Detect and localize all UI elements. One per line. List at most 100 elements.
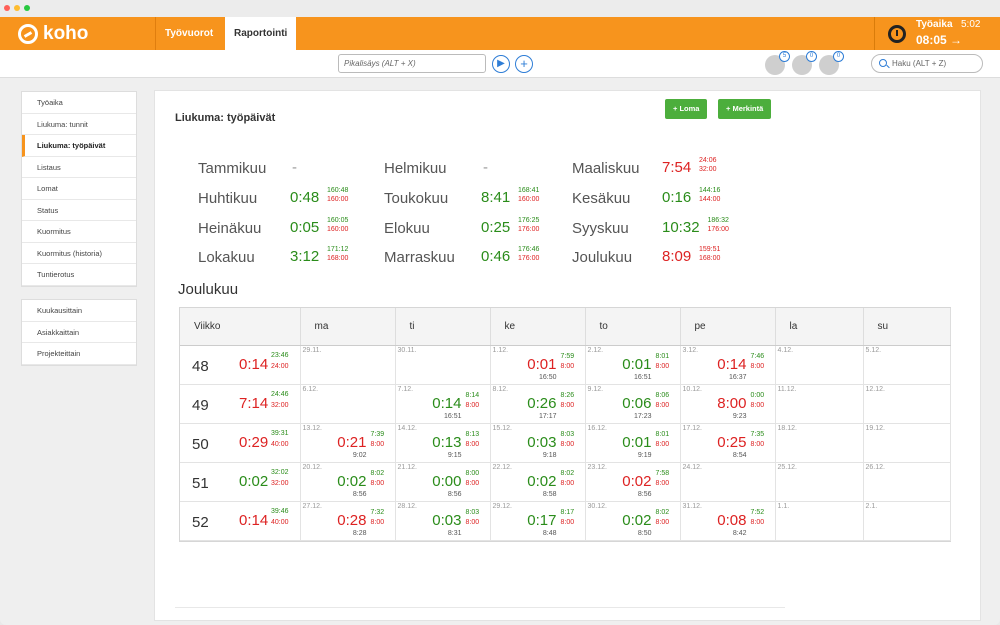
- day-cell[interactable]: 4.12.: [775, 345, 864, 385]
- sidebar-item[interactable]: Asiakkaittain: [22, 322, 136, 343]
- month-done-value: 160:48: [327, 187, 349, 194]
- day-cell[interactable]: 29.12. 0:17 8:17 8:00 8:48: [490, 501, 586, 541]
- month-name: Heinäkuu: [198, 220, 262, 237]
- week-number: 48: [192, 357, 209, 375]
- day-cell[interactable]: 9.12. 0:06 8:06 8:00 17:23: [585, 384, 681, 424]
- month-summary-item: Heinäkuu 0:05 160:05 160:00: [198, 217, 384, 241]
- day-cell[interactable]: 30.12. 0:02 8:02 8:00 8:50: [585, 501, 681, 541]
- play-icon[interactable]: ▶: [492, 55, 510, 73]
- tab-reports[interactable]: Raportointi: [225, 17, 297, 50]
- day-cell[interactable]: 27.12. 0:28 7:32 8:00 8:28: [300, 501, 396, 541]
- day-cell[interactable]: 2.12. 0:01 8:01 8:00 16:51: [585, 345, 681, 385]
- day-worked-value: 8:28: [352, 529, 367, 537]
- day-cell[interactable]: 21.12. 0:00 8:00 8:00 8:56: [395, 462, 491, 502]
- day-date: 30.12.: [587, 502, 607, 510]
- month-summary-item: Lokakuu 3:12 171:12 168:00: [198, 246, 384, 270]
- sidebar-item[interactable]: Liukuma: tunnit: [22, 114, 136, 135]
- day-cell[interactable]: 2.1.: [863, 501, 951, 541]
- day-cell[interactable]: 28.12. 0:03 8:03 8:00 8:31: [395, 501, 491, 541]
- minimize-window-icon[interactable]: [14, 5, 20, 11]
- day-worked-value: 9:23: [732, 412, 747, 420]
- day-cell[interactable]: 20.12. 0:02 8:02 8:00 8:56: [300, 462, 396, 502]
- month-name: Kesäkuu: [572, 190, 631, 207]
- sidebar-item[interactable]: Lomat: [22, 178, 136, 200]
- day-cell[interactable]: 8.12. 0:26 8:26 8:00 17:17: [490, 384, 586, 424]
- sidebar-item[interactable]: Tuntierotus: [22, 264, 136, 286]
- divider: [175, 607, 785, 608]
- koho-logo-icon: [18, 24, 38, 44]
- day-date: 25.12.: [777, 463, 797, 471]
- day-cell[interactable]: 12.12.: [863, 384, 951, 424]
- add-leave-button[interactable]: + Loma: [665, 99, 708, 119]
- day-cell[interactable]: 29.11.: [300, 345, 396, 385]
- day-cell[interactable]: 30.11.: [395, 345, 491, 385]
- day-cell[interactable]: 6.12.: [300, 384, 396, 424]
- day-cell[interactable]: 23.12. 0:02 7:58 8:00 8:56: [585, 462, 681, 502]
- day-worked-value: 8:54: [732, 451, 747, 459]
- day-worked-value: 8:56: [637, 490, 652, 498]
- day-target-value: 8:00: [465, 440, 480, 448]
- day-cell[interactable]: 31.12. 0:08 7:52 8:00 8:42: [680, 501, 776, 541]
- month-done-value: 160:05: [327, 217, 349, 224]
- sidebar-menu-groupings: Kuukausittain Asiakkaittain Projekteittain: [21, 299, 137, 366]
- day-worked-value: 8:48: [542, 529, 557, 537]
- day-cell[interactable]: 7.12. 0:14 8:14 8:00 16:51: [395, 384, 491, 424]
- day-cell[interactable]: 17.12. 0:25 7:35 8:00 8:54: [680, 423, 776, 463]
- users-icon[interactable]: 0: [792, 51, 817, 75]
- day-cell[interactable]: 15.12. 0:03 8:03 8:00 9:18: [490, 423, 586, 463]
- sidebar-item[interactable]: Kuukausittain: [22, 300, 136, 322]
- day-cell[interactable]: 26.12.: [863, 462, 951, 502]
- day-worked-value: 9:02: [352, 451, 367, 459]
- sidebar-item[interactable]: Projekteittain: [22, 343, 136, 365]
- day-done-value: 7:32: [370, 508, 385, 516]
- worktime-widget[interactable]: Työaika 5:02 08:05 →: [874, 17, 1000, 50]
- sidebar-item[interactable]: Listaus: [22, 157, 136, 178]
- day-cell[interactable]: 13.12. 0:21 7:39 8:00 9:02: [300, 423, 396, 463]
- day-cell[interactable]: 1.1.: [775, 501, 864, 541]
- sidebar-menu-reports: Työaika Liukuma: tunnit Liukuma: työpäivät…: [21, 91, 137, 287]
- week-done-value: 39:46: [271, 507, 289, 515]
- close-window-icon[interactable]: [4, 5, 10, 11]
- day-cell[interactable]: 24.12.: [680, 462, 776, 502]
- day-cell[interactable]: 3.12. 0:14 7:46 8:00 16:37: [680, 345, 776, 385]
- day-date: 5.12.: [865, 346, 882, 354]
- day-cell[interactable]: 1.12. 0:01 7:59 8:00 16:50: [490, 345, 586, 385]
- sidebar-item[interactable]: Kuormitus (historia): [22, 243, 136, 264]
- tasks-icon[interactable]: 5: [765, 51, 790, 75]
- day-date: 15.12.: [492, 424, 512, 432]
- day-cell[interactable]: 10.12. 8:00 0:00 8:00 9:23: [680, 384, 776, 424]
- quick-add-input[interactable]: Pikalisäys (ALT + X): [338, 54, 486, 73]
- column-header: la: [775, 308, 864, 346]
- table-row: 51 0:02 32:02 32:00 20.12. 0:02 8:02 8:00 8:56 21…: [180, 462, 951, 502]
- search-icon: [879, 59, 887, 67]
- add-mark-button[interactable]: + Merkintä: [718, 99, 772, 119]
- week-flex-value: 0:29: [239, 433, 269, 451]
- day-cell[interactable]: 16.12. 0:01 8:01 8:00 9:19: [585, 423, 681, 463]
- day-worked-value: 16:51: [633, 373, 652, 381]
- messages-count-badge: 0: [833, 51, 844, 62]
- week-done-value: 24:46: [271, 390, 289, 398]
- day-cell[interactable]: 25.12.: [775, 462, 864, 502]
- messages-icon[interactable]: 0: [819, 51, 844, 75]
- day-worked-value: 8:50: [637, 529, 652, 537]
- plus-icon[interactable]: +: [515, 55, 533, 73]
- maximize-window-icon[interactable]: [24, 5, 30, 11]
- day-cell[interactable]: 11.12.: [775, 384, 864, 424]
- sidebar-item[interactable]: Kuormitus: [22, 221, 136, 243]
- day-date: 7.12.: [397, 385, 414, 393]
- month-name: Toukokuu: [384, 190, 449, 207]
- day-cell[interactable]: 22.12. 0:02 8:02 8:00 8:58: [490, 462, 586, 502]
- day-cell[interactable]: 14.12. 0:13 8:13 8:00 9:15: [395, 423, 491, 463]
- month-done-value: 171:12: [327, 246, 349, 253]
- sidebar-item[interactable]: Status: [22, 200, 136, 221]
- koho-logo[interactable]: koho: [18, 22, 88, 46]
- sidebar-item[interactable]: Liukuma: työpäivät: [22, 135, 136, 157]
- month-done-value: 159:51: [699, 246, 721, 253]
- month-flex-value: 3:12: [290, 248, 320, 265]
- day-cell[interactable]: 5.12.: [863, 345, 951, 385]
- tab-shifts[interactable]: Työvuorot: [155, 17, 222, 50]
- day-cell[interactable]: 18.12.: [775, 423, 864, 463]
- day-cell[interactable]: 19.12.: [863, 423, 951, 463]
- sidebar-item[interactable]: Työaika: [22, 92, 136, 114]
- search-input[interactable]: Haku (ALT + Z): [871, 54, 983, 73]
